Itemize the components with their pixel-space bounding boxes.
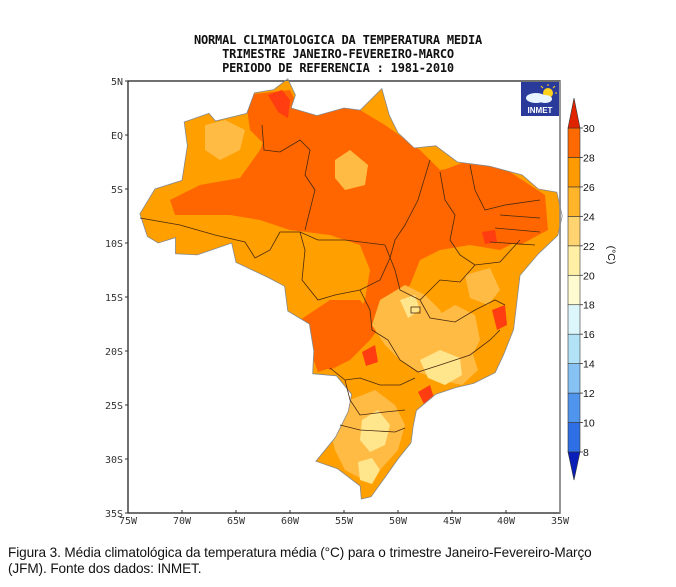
x-tick-label: 40W [497,516,516,527]
zone-22-24-para [335,150,368,190]
figure-caption: Figura 3. Média climatológica da tempera… [8,545,668,577]
colorbar-band [567,186,581,217]
colorbar-tick-label: 10 [583,418,595,430]
zone-28-30-ms [362,345,378,366]
colorbar-tick-label: 16 [583,329,595,341]
zone-28-30-nordeste [482,230,497,244]
x-tick-label: 75W [119,516,138,527]
colorbar-band [567,392,581,423]
colorbar-band [567,245,581,276]
x-tick-label: 60W [281,516,300,527]
colorbar-tick-label: 8 [583,447,589,459]
x-tick-label: 70W [173,516,192,527]
zone-22-24-northwest [205,120,245,160]
colorbar-band [567,422,581,453]
colorbar-tick-label: 12 [583,388,595,400]
colorbar-tick-label: 24 [583,211,595,223]
colorbar-under-arrow [567,451,581,481]
x-tick-label: 55W [335,516,354,527]
y-tick-label: EQ [111,131,123,142]
y-tick-label: 5N [111,77,123,88]
y-tick-label: 30S [105,455,123,466]
chart-title-line-3: PERIODO DE REFERENCIA : 1981-2010 [222,61,454,75]
caption-line-1: Figura 3. Média climatológica da tempera… [8,545,592,560]
chart-title-line-1: NORMAL CLIMATOLOGICA DA TEMPERATURA MEDI… [193,33,482,47]
y-tick-label: 10S [105,239,123,250]
colorbar-tick-label: 26 [583,182,595,194]
y-axis: 5N EQ 5S 10S 15S 20S 25S 30S 35S [105,77,128,520]
colorbar-over-arrow [567,97,581,129]
colorbar-tick-label: 20 [583,270,595,282]
zone-20-22-planalto [400,295,420,318]
zone-26-28-pantanal [300,300,375,372]
colorbar-band [567,216,581,247]
zone-26-28-northeast [430,160,548,245]
chart-title-line-2: TRIMESTRE JANEIRO-FEVEREIRO-MARCO [222,47,454,61]
colorbar-tick-label: 28 [583,152,595,164]
x-tick-label: 35W [551,516,570,527]
colorbar-tick-label: 22 [583,241,595,253]
caption-line-2: (JFM). Fonte dos dados: INMET. [8,561,202,576]
y-tick-label: 35S [105,509,123,520]
inmet-logo: INMET [521,82,559,116]
colorbar-band [567,304,581,335]
sun-rays-icon [540,84,557,94]
colorbar-tick-label: 30 [583,123,595,135]
colorbar-band [567,333,581,364]
colorbar: 8 10 12 14 16 18 20 22 24 26 28 30 [559,81,595,513]
logo-text: INMET [528,106,553,115]
zone-22-24-bahia [465,268,500,305]
cloud-icon-part [538,95,552,103]
colorbar-band [567,363,581,394]
x-tick-label: 65W [227,516,246,527]
x-tick-label: 50W [389,516,408,527]
y-tick-label: 5S [111,185,123,196]
x-tick-label: 45W [443,516,462,527]
zone-22-24-minas [430,305,480,360]
zone-26-28-amazon [170,98,520,370]
zone-20-22-rs [358,458,380,484]
y-tick-label: 15S [105,293,123,304]
colorbar-band [567,127,581,158]
brazil-outline [139,78,563,500]
zone-28-30-roraima [268,90,290,118]
colorbar-tick-label: 14 [583,359,595,371]
colorbar-band [567,274,581,306]
colorbar-tick-label: 18 [583,300,595,312]
y-tick-label: 20S [105,347,123,358]
state-borders [139,124,541,433]
y-tick-label: 25S [105,401,123,412]
zone-20-22-serra [420,350,462,385]
zone-28-30-es [492,305,507,330]
x-axis: 75W 70W 65W 60W 55W 50W 45W 40W 35W [119,510,570,527]
colorbar-unit-label: (°C) [605,246,617,265]
colorbar-band [567,157,581,188]
